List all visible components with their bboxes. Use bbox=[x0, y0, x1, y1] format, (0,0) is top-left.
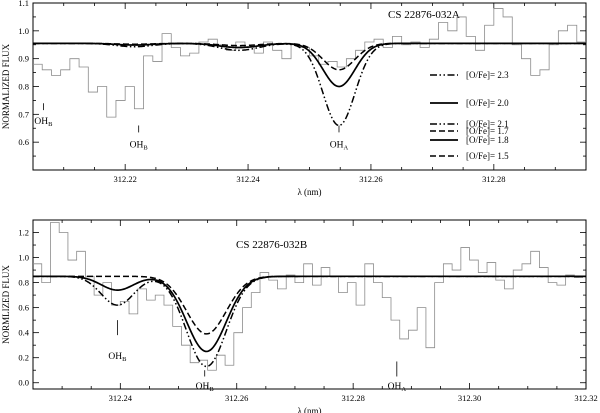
synthetic-spectrum-3 bbox=[33, 42, 586, 71]
y-tick-label: 1.0 bbox=[18, 253, 29, 263]
x-tick-label: 312.30 bbox=[458, 393, 481, 403]
x-tick-label: 312.32 bbox=[574, 393, 597, 403]
y-tick-label: 0.2 bbox=[18, 353, 29, 363]
y-tick-label: 0.0 bbox=[18, 378, 29, 388]
oh-label: OHA bbox=[330, 141, 349, 152]
x-axis-label: λ (nm) bbox=[297, 187, 321, 197]
x-tick-label: 312.28 bbox=[341, 393, 364, 403]
legend-label: [O/Fe]= 1.7 bbox=[466, 126, 509, 136]
legend-label: [O/Fe]= 1.8 bbox=[466, 135, 509, 145]
oh-label-sub: A bbox=[401, 386, 406, 393]
oh-label-main: OH bbox=[330, 141, 344, 151]
oh-label: OHA bbox=[388, 382, 407, 393]
y-tick-label: 1.0 bbox=[18, 26, 29, 36]
oh-label: OHB bbox=[130, 141, 149, 152]
oh-label-sub: A bbox=[344, 145, 349, 152]
oh-label-main: OH bbox=[130, 141, 144, 151]
panel-top: 312.22 312.24 312.26 312.28 0.6 0.7 0.8 0.9 1.0 1… bbox=[1, 0, 587, 197]
y-tick-label: 0.6 bbox=[18, 137, 29, 147]
oh-label-sub: B bbox=[122, 356, 127, 363]
legend-label: [O/Fe]= 2.3 bbox=[466, 70, 509, 80]
y-axis-label: NORMLIZED FLUX bbox=[1, 265, 11, 344]
plot-area bbox=[33, 222, 586, 371]
legend-label: [O/Fe]= 1.5 bbox=[466, 151, 509, 161]
x-tick-label: 312.26 bbox=[225, 393, 248, 403]
oh-label-sub: B bbox=[209, 386, 214, 393]
y-axis-label: NORMALIZED FLUX bbox=[1, 43, 11, 129]
y-tick-label: 0.4 bbox=[18, 328, 29, 338]
panel-title: CS 22876-032A bbox=[388, 9, 460, 21]
oh-label-main: OH bbox=[196, 382, 210, 392]
legend-label: [O/Fe]= 2.1 bbox=[466, 119, 509, 129]
x-tick-label: 312.22 bbox=[113, 174, 136, 184]
x-tick-label: 312.24 bbox=[109, 393, 133, 403]
oh-label-main: OH bbox=[388, 382, 402, 392]
y-tick-label: 0.8 bbox=[18, 82, 29, 92]
oh-label-main: OH bbox=[34, 117, 48, 127]
plot-frame bbox=[32, 219, 587, 390]
panel-title: CS 22876-032B bbox=[236, 239, 307, 251]
y-tick-label: 1.2 bbox=[18, 228, 29, 238]
plot-area bbox=[33, 8, 586, 127]
synthetic-spectrum-3 bbox=[33, 275, 586, 335]
observed-spectrum bbox=[33, 222, 584, 371]
oh-label-sub: B bbox=[48, 121, 53, 128]
y-tick-label: 0.6 bbox=[18, 303, 29, 313]
y-tick-label: 0.9 bbox=[18, 54, 29, 64]
oh-label: OHB bbox=[196, 382, 215, 393]
x-axis-label: λ (nm) bbox=[297, 406, 321, 413]
oh-label-sub: B bbox=[143, 145, 148, 152]
x-tick-label: 312.24 bbox=[236, 174, 260, 184]
synthetic-spectrum-2 bbox=[33, 275, 586, 353]
panel-bottom: 312.24 312.26 312.28 312.30 312.32 0.0 0.2 0.4 0… bbox=[1, 119, 598, 413]
legend-label: [O/Fe]= 2.0 bbox=[466, 98, 509, 108]
oh-label: OHB bbox=[34, 117, 53, 128]
y-tick-label: 0.8 bbox=[18, 278, 29, 288]
x-tick-label: 312.26 bbox=[359, 174, 382, 184]
y-tick-label: 0.7 bbox=[18, 109, 29, 119]
oh-label: OHB bbox=[108, 352, 127, 363]
y-tick-label: 1.1 bbox=[18, 0, 29, 8]
oh-label-main: OH bbox=[108, 352, 122, 362]
x-tick-label: 312.28 bbox=[482, 174, 505, 184]
